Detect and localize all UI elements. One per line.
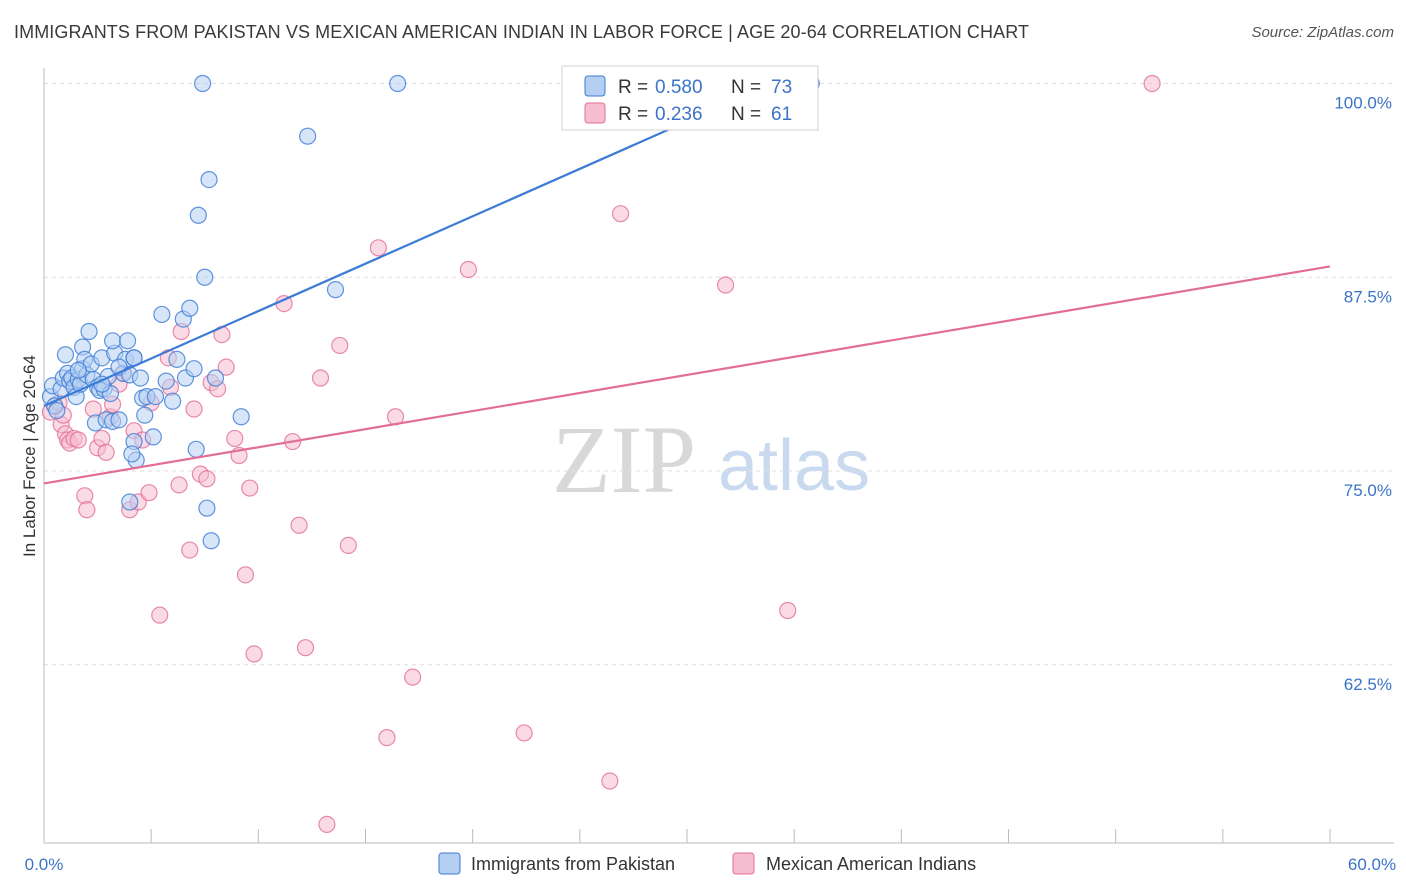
y-tick-label: 100.0% bbox=[1334, 94, 1392, 113]
scatter-point bbox=[196, 268, 214, 286]
scatter-point bbox=[80, 322, 98, 341]
scatter-point bbox=[164, 392, 182, 410]
scatter-point bbox=[601, 772, 619, 790]
bottom-legend: Immigrants from Pakistan Mexican America… bbox=[438, 852, 976, 875]
scatter-point bbox=[76, 487, 94, 505]
legend-r-label-blue: R = bbox=[618, 77, 648, 98]
scatter-point bbox=[339, 536, 357, 555]
watermark-atlas: atlas bbox=[718, 426, 870, 506]
scatter-point bbox=[716, 276, 735, 294]
scatter-point bbox=[185, 400, 203, 418]
scatter-point bbox=[515, 724, 533, 742]
scatter-point bbox=[245, 645, 263, 663]
scatter-point bbox=[187, 440, 205, 458]
scatter-point bbox=[326, 281, 345, 299]
scatter-point bbox=[140, 484, 158, 502]
trend-lines bbox=[43, 82, 1331, 485]
scatter-point bbox=[226, 429, 244, 448]
y-tick-label: 87.5% bbox=[1344, 287, 1392, 306]
top-legend: R = 0.580 N = 73 R = 0.236 N = 61 bbox=[561, 65, 819, 131]
scatter-point bbox=[459, 260, 477, 279]
scatter-point bbox=[97, 443, 115, 461]
series-immigrants-from-pakistan bbox=[41, 74, 820, 550]
scatter-point bbox=[236, 566, 255, 584]
scatter-point bbox=[168, 350, 186, 368]
scatter-point bbox=[611, 205, 630, 223]
scatter-point bbox=[121, 493, 139, 511]
legend-n-value-blue: 73 bbox=[771, 77, 792, 98]
scatter-point bbox=[123, 445, 141, 463]
scatter-point bbox=[84, 400, 102, 418]
bottom-legend-swatch-pink bbox=[732, 852, 755, 875]
y-tick-label: 75.0% bbox=[1344, 481, 1392, 500]
scatter-point bbox=[206, 369, 225, 387]
scatter-point bbox=[185, 360, 203, 378]
scatter-point bbox=[202, 532, 220, 550]
scatter-point bbox=[110, 411, 128, 429]
scatter-point bbox=[118, 332, 137, 350]
scatter-point bbox=[131, 369, 150, 387]
trend-line-mexican-american-indians bbox=[43, 265, 1331, 485]
scatter-point bbox=[232, 408, 250, 426]
legend-n-label-blue: N = bbox=[731, 77, 761, 98]
scatter-point bbox=[151, 606, 169, 624]
scatter-point bbox=[48, 401, 66, 420]
scatter-point bbox=[181, 299, 199, 317]
legend-n-value-pink: 61 bbox=[771, 104, 792, 125]
x-tick-label-min: 0.0% bbox=[25, 855, 64, 874]
scatter-point bbox=[136, 406, 154, 424]
scatter-point bbox=[369, 239, 387, 257]
scatter-point bbox=[198, 470, 216, 488]
scatter-point bbox=[404, 668, 422, 686]
scatter-point bbox=[779, 601, 797, 620]
scatter-point bbox=[331, 336, 349, 355]
trend-line-pakistan bbox=[43, 82, 774, 407]
bottom-legend-swatch-blue bbox=[438, 852, 461, 875]
scatter-point bbox=[181, 541, 199, 559]
scatter-point bbox=[311, 369, 330, 387]
scatter-point bbox=[153, 305, 171, 324]
scatter-point bbox=[103, 332, 122, 350]
scatter-point bbox=[157, 372, 175, 390]
y-axis-label: In Labor Force | Age 20-64 bbox=[20, 355, 39, 557]
bottom-legend-label-pink: Mexican American Indians bbox=[766, 854, 976, 874]
scatter-point bbox=[217, 358, 235, 376]
scatter-point bbox=[189, 206, 207, 224]
scatter-point bbox=[56, 346, 75, 364]
legend-r-value-blue: 0.580 bbox=[655, 77, 703, 98]
scatter-point bbox=[1143, 74, 1161, 93]
legend-r-label-pink: R = bbox=[618, 104, 648, 125]
legend-swatch-pink bbox=[584, 102, 606, 124]
x-ticks bbox=[43, 829, 1331, 843]
scatter-point bbox=[389, 74, 407, 93]
y-tick-label: 62.5% bbox=[1344, 675, 1392, 694]
scatter-point bbox=[296, 639, 315, 657]
scatter-point bbox=[144, 428, 162, 446]
scatter-point bbox=[241, 479, 259, 497]
scatter-point bbox=[200, 171, 218, 189]
scatter-point bbox=[194, 74, 212, 93]
chart-title: IMMIGRANTS FROM PAKISTAN VS MEXICAN AMER… bbox=[14, 22, 1030, 42]
x-tick-label-max: 60.0% bbox=[1348, 855, 1396, 874]
scatter-point bbox=[146, 388, 165, 406]
scatter-point bbox=[378, 728, 396, 747]
watermark-zip: ZIP bbox=[552, 406, 696, 513]
scatter-point bbox=[299, 127, 317, 145]
scatter-point bbox=[198, 499, 216, 517]
legend-n-label-pink: N = bbox=[731, 104, 761, 125]
source-label: Source: ZipAtlas.com bbox=[1251, 24, 1394, 41]
scatter-point bbox=[69, 431, 87, 449]
axes bbox=[43, 68, 1394, 844]
scatter-point bbox=[170, 476, 188, 494]
scatter-point bbox=[69, 361, 87, 379]
scatter-point bbox=[78, 501, 96, 519]
scatter-point bbox=[318, 815, 336, 834]
legend-r-value-pink: 0.236 bbox=[655, 104, 703, 125]
bottom-legend-label-blue: Immigrants from Pakistan bbox=[471, 854, 675, 874]
legend-swatch-blue bbox=[584, 75, 606, 97]
y-tick-labels: 62.5% 75.0% 87.5% 100.0% bbox=[1334, 94, 1392, 694]
scatter-point bbox=[290, 516, 308, 534]
